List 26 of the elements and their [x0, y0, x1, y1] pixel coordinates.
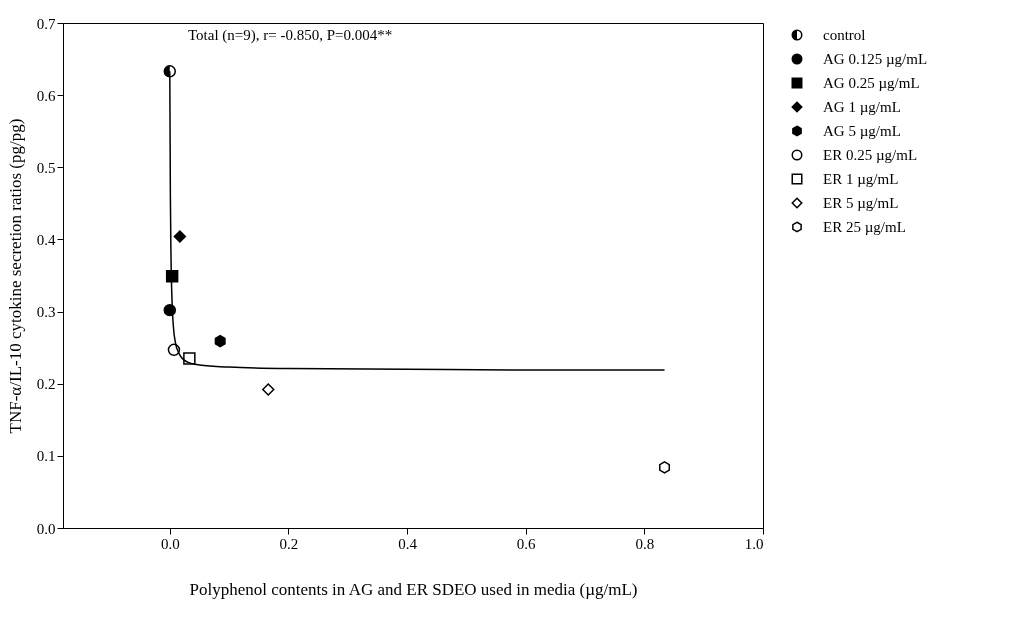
y-tick-label: 0.2 — [36, 376, 56, 393]
y-tick-label: 0.6 — [36, 87, 56, 104]
x-tick-label: 0.6 — [516, 535, 537, 552]
annotation: Total (n=9), r= -0.850, P=0.004** — [188, 27, 393, 44]
x-tick-label: 0.8 — [635, 535, 655, 552]
y-tick-label: 0.4 — [36, 231, 56, 248]
x-axis-title: Polyphenol contents in AG and ER SDEO used in media (µg/mL) — [189, 579, 638, 599]
y-tick-label: 0.7 — [36, 15, 56, 32]
legend-label: AG 0.25 µg/mL — [823, 75, 920, 91]
y-tick-label: 0.0 — [36, 520, 56, 537]
y-axis-title: TNF-α/IL-10 cytokine secretion ratios (pg/pg) — [5, 118, 25, 434]
legend-label: AG 1 µg/mL — [823, 99, 901, 115]
legend-label: ER 1 µg/mL — [823, 171, 899, 187]
y-tick-label: 0.5 — [36, 159, 56, 176]
legend-label: ER 0.25 µg/mL — [823, 147, 918, 163]
y-tick-label: 0.1 — [36, 448, 56, 465]
x-tick-label: 1.0 — [744, 535, 764, 552]
y-tick-label: 0.3 — [36, 304, 56, 321]
legend-label: AG 0.125 µg/mL — [823, 51, 928, 67]
x-tick-label: 0.4 — [398, 535, 418, 552]
x-tick-label: 0.0 — [160, 535, 180, 552]
x-tick-label: 0.2 — [279, 535, 299, 552]
legend-label: control — [823, 27, 866, 43]
legend-label: AG 5 µg/mL — [823, 123, 901, 139]
legend-label: ER 5 µg/mL — [823, 195, 899, 211]
legend-label: ER 25 µg/mL — [823, 219, 906, 235]
